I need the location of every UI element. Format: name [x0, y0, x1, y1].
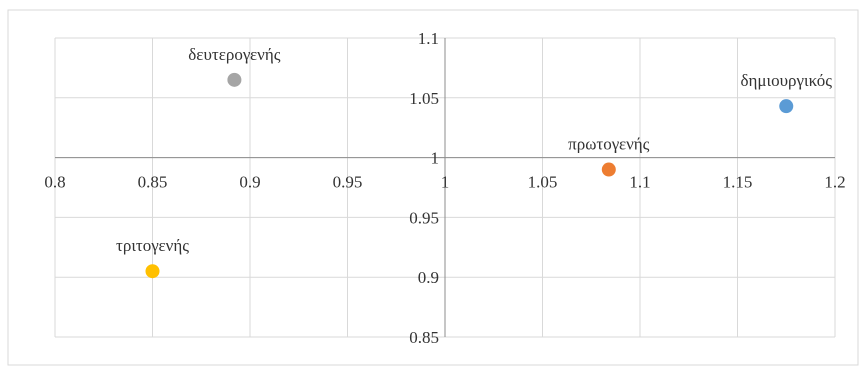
tick-labels: 0.8 0.85 0.9 0.95 1 1.05 1.1 1.15 1.20.850.90.95…: [44, 29, 845, 347]
data-point-2: [601, 162, 616, 177]
axes: [55, 38, 835, 337]
y-tick-label-1: 0.9: [418, 268, 439, 287]
x-tick-label-4: 1: [441, 173, 450, 192]
data-point-1: [779, 99, 794, 114]
x-tick-label-8: 1.2: [824, 173, 845, 192]
data-label-2: πρωτογενής: [568, 135, 650, 154]
y-tick-label-3: 1: [431, 149, 440, 168]
chart-border: [7, 9, 859, 366]
x-tick-label-0: 0.8: [44, 173, 65, 192]
data-point-0: [227, 72, 242, 87]
x-tick-label-6: 1.1: [629, 173, 650, 192]
data-label-0: δευτερογενής: [188, 45, 280, 64]
data-label-1: δημιουργικός: [741, 71, 833, 90]
x-tick-label-3: 0.95: [333, 173, 363, 192]
point-labels: δευτερογενής δημιουργικός πρωτογενής τριτογ…: [116, 45, 832, 255]
y-tick-label-5: 1.1: [418, 29, 439, 48]
x-tick-label-7: 1.15: [723, 173, 753, 192]
x-tick-label-5: 1.05: [528, 173, 558, 192]
y-tick-label-2: 0.95: [409, 208, 439, 227]
data-point-3: [145, 264, 160, 279]
x-tick-label-1: 0.85: [138, 173, 168, 192]
data-label-3: τριτογενής: [116, 236, 189, 255]
data-points: [145, 72, 794, 279]
y-tick-label-0: 0.85: [409, 328, 439, 347]
y-tick-label-4: 1.05: [409, 89, 439, 108]
x-tick-label-2: 0.9: [239, 173, 260, 192]
